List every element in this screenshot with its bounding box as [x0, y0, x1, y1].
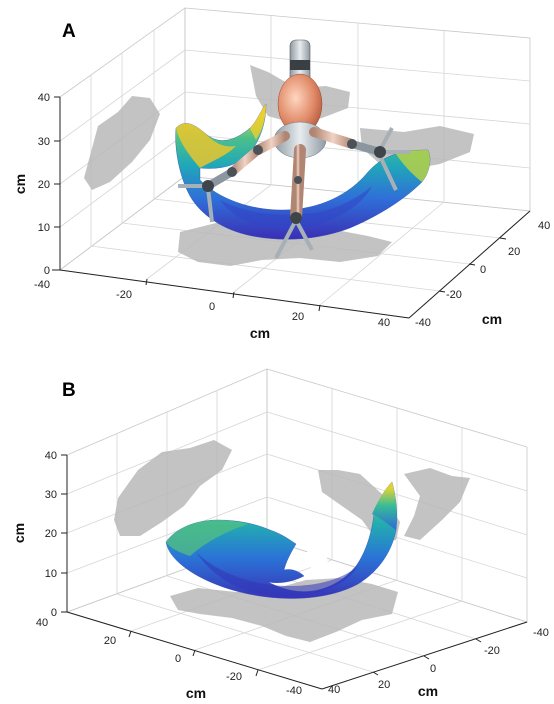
panel-a-z-tick: 20 [38, 179, 50, 191]
panel-b-x-tick: 40 [36, 617, 48, 629]
panel-b-x-tick: -20 [226, 671, 242, 683]
panel-a-z-tick: 40 [38, 92, 50, 104]
panel-a: A [12, 7, 550, 341]
panel-b-x-ticks: 40 20 0 -20 -40 [36, 617, 302, 697]
panel-b-surface [165, 481, 397, 599]
panel-a-x-tick: 20 [292, 311, 304, 323]
panel-b-axes [61, 454, 528, 690]
panel-b-z-tick: 10 [45, 568, 57, 580]
panel-a-z-tick: 10 [38, 222, 50, 234]
panel-b-z-tick: 20 [45, 528, 57, 540]
panel-b-y-tick: -20 [484, 645, 500, 657]
panel-b-x-label: cm [186, 685, 206, 701]
panel-a-y-tick: 20 [508, 246, 520, 258]
panel-b-z-label: cm [11, 523, 27, 543]
panel-b-z-tick: 0 [51, 607, 57, 619]
panel-a-z-label: cm [12, 174, 28, 194]
panel-a-surface [175, 103, 431, 240]
panel-b-z-ticks: 0 10 20 30 40 [45, 450, 57, 619]
panel-a-y-tick: 0 [480, 264, 486, 276]
panel-a-x-tick: 40 [378, 317, 390, 329]
panel-a-z-ticks: 0 10 20 30 40 [38, 92, 50, 277]
panel-b: B [11, 368, 549, 701]
panel-a-axes [52, 96, 531, 319]
panel-a-x-tick: 0 [209, 301, 215, 313]
panel-a-letter: A [62, 21, 76, 42]
panel-b-x-tick: 20 [104, 635, 116, 647]
panel-a-x-tick: -20 [116, 289, 132, 301]
panel-a-y-tick: -20 [446, 289, 462, 301]
panel-a-x-tick: -40 [34, 279, 50, 291]
panel-b-y-tick: -40 [533, 627, 549, 639]
panel-b-y-tick: 20 [378, 679, 390, 691]
panel-a-x-label: cm [250, 325, 270, 341]
panel-b-y-tick: 40 [328, 684, 340, 696]
panel-a-x-ticks: -40 -20 0 20 40 [34, 279, 390, 329]
panel-b-y-tick: 0 [430, 663, 436, 675]
panel-b-y-label: cm [418, 683, 438, 699]
panel-a-box-grid [58, 7, 531, 319]
panel-b-y-ticks: -40 -20 0 20 40 [328, 627, 549, 696]
panel-a-z-tick: 0 [44, 265, 50, 277]
panel-a-y-label: cm [482, 311, 502, 327]
panel-a-z-tick: 30 [38, 136, 50, 148]
panel-a-y-ticks: 40 20 0 -20 -40 [415, 220, 550, 329]
panel-b-z-tick: 40 [45, 450, 57, 462]
panel-b-letter: B [62, 380, 76, 401]
panel-b-z-tick: 30 [45, 489, 57, 501]
panel-b-x-tick: 0 [175, 653, 181, 665]
panel-b-x-tick: -40 [286, 685, 302, 697]
panel-a-robot [178, 39, 410, 259]
panel-a-y-tick: 40 [538, 220, 550, 232]
panel-a-y-tick: -40 [415, 317, 431, 329]
